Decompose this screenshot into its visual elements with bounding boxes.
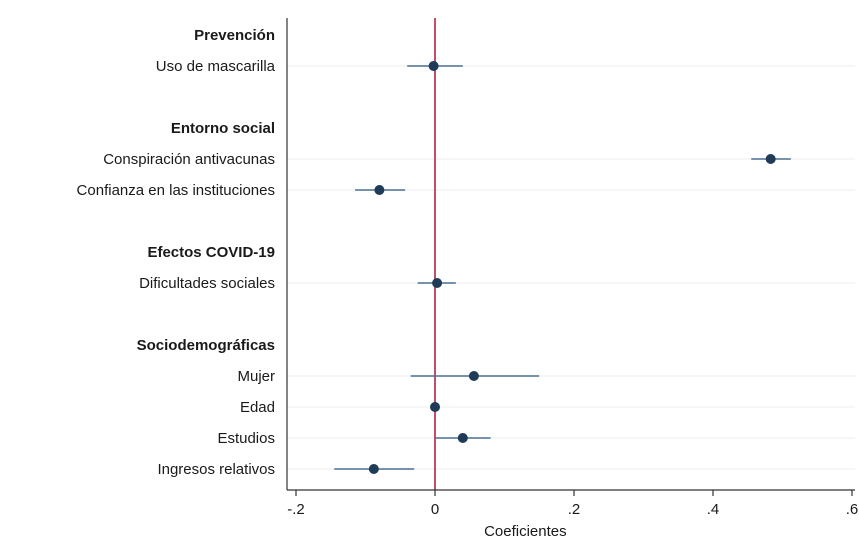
coef-point bbox=[428, 61, 439, 71]
coef-point bbox=[368, 464, 379, 474]
coef-point bbox=[468, 371, 479, 381]
x-tick-label: 0 bbox=[431, 501, 439, 518]
coefficient-points bbox=[368, 61, 776, 474]
row-label: Uso de mascarilla bbox=[156, 58, 276, 75]
x-axis-title: Coeficientes bbox=[484, 523, 567, 540]
row-labels: Prevención Uso de mascarilla Entorno socia… bbox=[77, 27, 276, 478]
row-label: Conspiración antivacunas bbox=[103, 151, 275, 168]
group-label: Efectos COVID-19 bbox=[147, 244, 275, 261]
x-tick-label: .6 bbox=[846, 501, 859, 518]
group-label: Prevención bbox=[194, 27, 275, 44]
coef-point bbox=[374, 185, 385, 195]
coef-point bbox=[765, 154, 776, 164]
coef-point bbox=[457, 433, 468, 443]
confidence-intervals bbox=[334, 65, 791, 470]
row-label: Mujer bbox=[237, 368, 275, 385]
grid-lines bbox=[287, 65, 855, 470]
row-label: Confianza en las instituciones bbox=[77, 182, 275, 199]
group-label: Entorno social bbox=[171, 120, 275, 137]
coef-point bbox=[432, 278, 443, 288]
row-label: Dificultades sociales bbox=[139, 275, 275, 292]
group-label: Sociodemográficas bbox=[137, 337, 275, 354]
x-tick-label: -.2 bbox=[287, 501, 305, 518]
x-tick-label: .4 bbox=[707, 501, 720, 518]
row-label: Estudios bbox=[217, 430, 275, 447]
coef-point bbox=[430, 402, 440, 412]
x-tick-label: .2 bbox=[568, 501, 581, 518]
row-label: Edad bbox=[240, 399, 275, 416]
axes: -.2 0 .2 .4 .6 bbox=[286, 18, 859, 518]
row-label: Ingresos relativos bbox=[157, 461, 275, 478]
